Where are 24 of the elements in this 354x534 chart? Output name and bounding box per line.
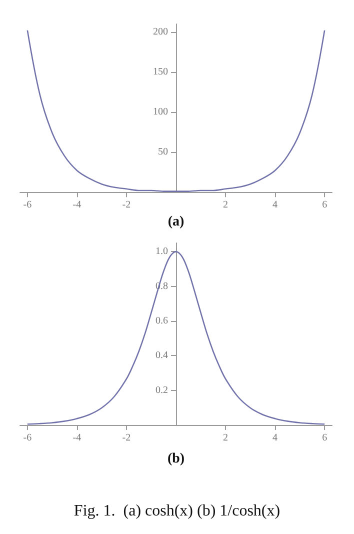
x-tick-label: -6 (23, 432, 32, 444)
x-tick-label: 4 (272, 432, 278, 444)
x-tick-label: 2 (223, 200, 228, 211)
y-tick-label: 100 (153, 106, 168, 118)
y-tick-label: 0.4 (156, 350, 168, 362)
y-tick-label: 50 (158, 146, 168, 158)
x-axis-title: (a) (168, 214, 184, 230)
x-tick-label: -4 (72, 432, 82, 444)
x-tick-label: 2 (223, 432, 228, 444)
y-tick-label: 0.2 (156, 384, 168, 396)
y-tick-label: 1.0 (156, 246, 168, 258)
line-series (26, 30, 326, 192)
y-tick-label: 200 (153, 26, 168, 38)
y-tick-label: 0.6 (156, 316, 168, 326)
y-tick-label: 150 (153, 66, 168, 78)
x-tick-label: -4 (72, 200, 82, 211)
x-tick-label: 4 (272, 200, 278, 211)
caption: Fig. 1. (a) cosh(x) (b) 1/cosh(x) (74, 502, 280, 520)
x-axis-title: (b) (167, 452, 185, 466)
x-tick-label: -2 (122, 432, 131, 444)
x-tick-label: 6 (322, 200, 328, 211)
x-tick-label: -2 (122, 200, 131, 211)
x-tick-label: -6 (23, 200, 32, 211)
x-tick-label: 6 (322, 432, 328, 444)
